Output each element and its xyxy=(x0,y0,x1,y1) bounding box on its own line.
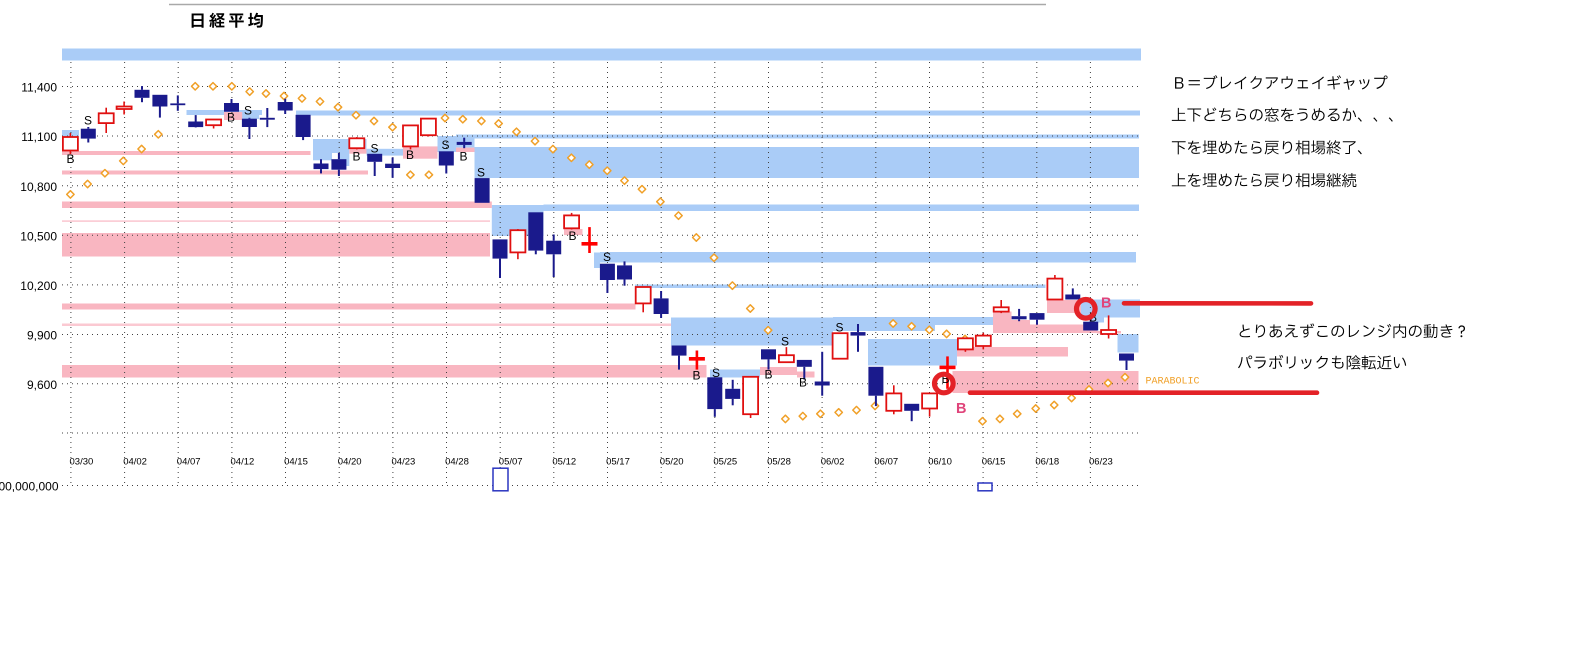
svg-text:S: S xyxy=(84,114,92,128)
svg-text:03/30: 03/30 xyxy=(70,457,94,468)
svg-text:B: B xyxy=(956,401,966,417)
svg-text:B: B xyxy=(67,152,75,166)
svg-text:04/02: 04/02 xyxy=(123,457,147,468)
svg-text:04/12: 04/12 xyxy=(231,457,255,468)
svg-text:04/07: 04/07 xyxy=(177,457,201,468)
svg-text:B: B xyxy=(1101,296,1111,312)
svg-text:S: S xyxy=(603,250,611,264)
svg-text:S: S xyxy=(371,142,379,156)
svg-text:9,900: 9,900 xyxy=(27,329,57,343)
svg-text:B: B xyxy=(799,376,807,390)
svg-text:05/25: 05/25 xyxy=(713,457,737,468)
svg-text:06/23: 06/23 xyxy=(1089,457,1113,468)
svg-text:S: S xyxy=(477,166,485,180)
svg-text:B: B xyxy=(227,111,235,125)
svg-text:B: B xyxy=(569,229,577,243)
svg-text:05/12: 05/12 xyxy=(552,457,576,468)
svg-text:10,500: 10,500 xyxy=(20,229,57,243)
svg-text:B: B xyxy=(693,369,701,383)
svg-text:9,600: 9,600 xyxy=(27,378,57,392)
svg-text:06/02: 06/02 xyxy=(821,457,845,468)
svg-text:06/07: 06/07 xyxy=(874,457,898,468)
svg-text:04/23: 04/23 xyxy=(392,457,416,468)
svg-text:B: B xyxy=(353,150,361,164)
svg-text:S: S xyxy=(244,104,252,118)
svg-text:11,100: 11,100 xyxy=(21,130,57,144)
svg-text:PARABOLIC: PARABOLIC xyxy=(1146,377,1200,388)
svg-text:B: B xyxy=(460,150,468,164)
svg-text:B: B xyxy=(406,148,414,162)
svg-text:05/28: 05/28 xyxy=(767,457,791,468)
svg-text:S: S xyxy=(442,138,450,152)
svg-text:10,800: 10,800 xyxy=(20,180,57,194)
svg-text:00,000,000: 00,000,000 xyxy=(0,480,59,494)
svg-text:B: B xyxy=(765,367,773,381)
svg-text:04/15: 04/15 xyxy=(284,457,308,468)
svg-text:11,400: 11,400 xyxy=(21,81,57,95)
svg-text:06/18: 06/18 xyxy=(1035,457,1059,468)
svg-text:S: S xyxy=(712,366,720,380)
svg-text:04/20: 04/20 xyxy=(338,457,362,468)
svg-text:S: S xyxy=(836,321,844,335)
svg-text:06/10: 06/10 xyxy=(928,457,952,468)
svg-text:04/28: 04/28 xyxy=(445,457,469,468)
svg-text:05/17: 05/17 xyxy=(606,457,630,468)
svg-text:05/20: 05/20 xyxy=(660,457,684,468)
svg-text:S: S xyxy=(781,335,789,349)
svg-text:06/15: 06/15 xyxy=(982,457,1006,468)
svg-text:B: B xyxy=(942,372,950,386)
svg-text:10,200: 10,200 xyxy=(20,279,57,293)
svg-text:05/07: 05/07 xyxy=(499,457,523,468)
